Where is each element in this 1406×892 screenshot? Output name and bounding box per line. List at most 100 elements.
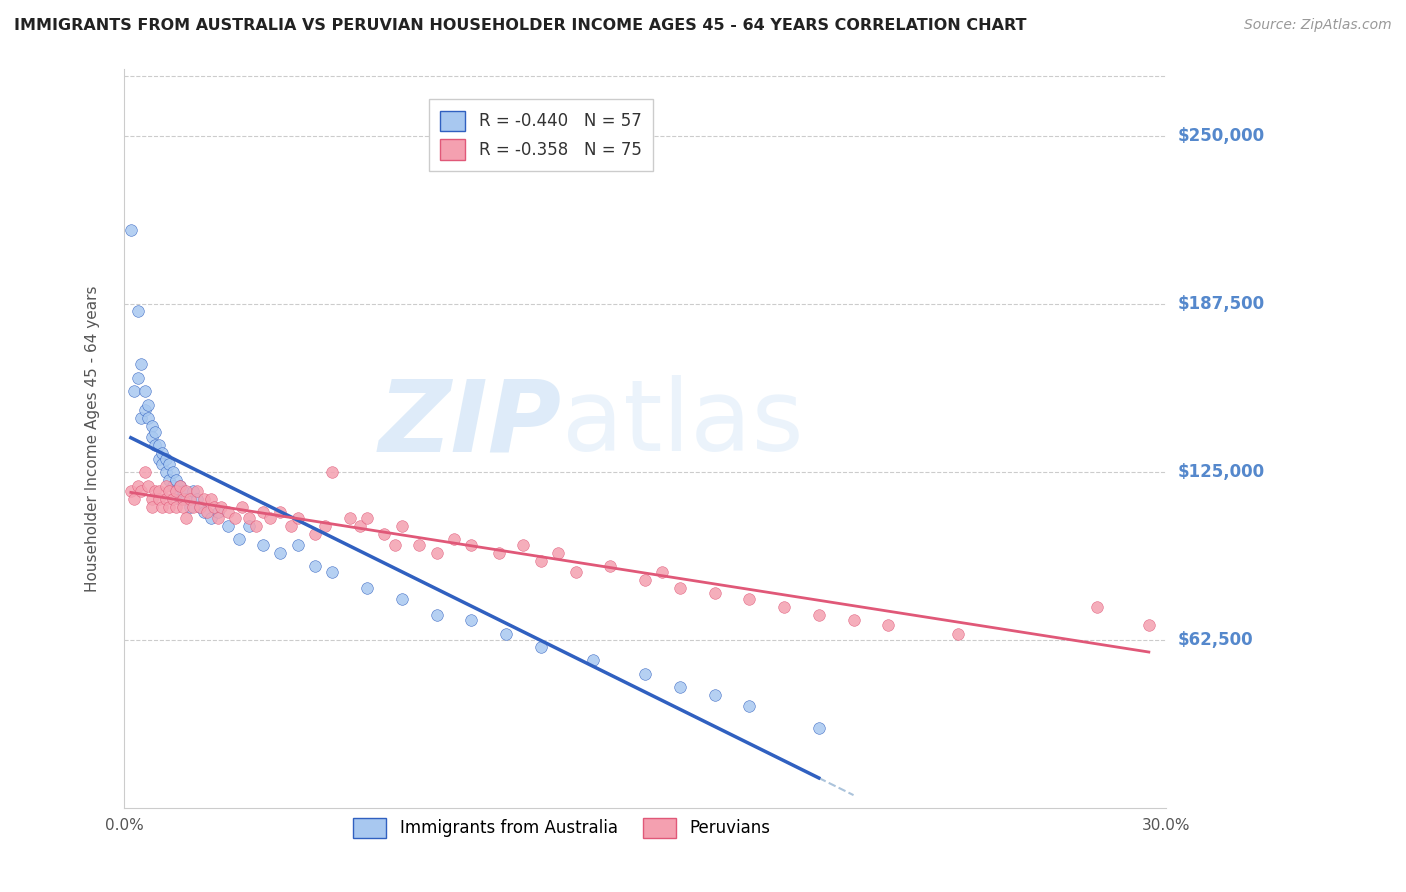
Point bbox=[195, 506, 218, 520]
Point bbox=[183, 500, 205, 514]
Text: IMMIGRANTS FROM AUSTRALIA VS PERUVIAN HOUSEHOLDER INCOME AGES 45 - 64 YEARS CORR: IMMIGRANTS FROM AUSTRALIA VS PERUVIAN HO… bbox=[14, 18, 1026, 33]
Point bbox=[269, 546, 291, 560]
Point bbox=[193, 491, 215, 506]
Point bbox=[162, 478, 184, 492]
Point bbox=[169, 478, 191, 492]
Point bbox=[217, 506, 239, 520]
Legend: Immigrants from Australia, Peruvians: Immigrants from Australia, Peruvians bbox=[346, 811, 778, 845]
Point bbox=[634, 667, 657, 681]
Point bbox=[269, 506, 291, 520]
Point bbox=[946, 626, 969, 640]
Text: ZIP: ZIP bbox=[378, 376, 561, 472]
Point bbox=[150, 446, 173, 460]
Point bbox=[582, 653, 605, 667]
Point bbox=[460, 613, 482, 627]
Point bbox=[252, 506, 274, 520]
Point bbox=[134, 403, 156, 417]
Point bbox=[384, 538, 406, 552]
Point bbox=[176, 483, 198, 498]
Point bbox=[127, 478, 149, 492]
Point bbox=[172, 500, 194, 514]
Point bbox=[738, 699, 761, 714]
Point bbox=[143, 483, 166, 498]
Point bbox=[547, 546, 569, 560]
Point bbox=[339, 511, 361, 525]
Point bbox=[231, 500, 253, 514]
Text: $62,500: $62,500 bbox=[1177, 632, 1253, 649]
Point bbox=[129, 358, 152, 372]
Point bbox=[176, 511, 198, 525]
Point bbox=[314, 519, 336, 533]
Point bbox=[807, 607, 830, 622]
Point bbox=[564, 565, 586, 579]
Point bbox=[141, 419, 163, 434]
Point bbox=[120, 483, 142, 498]
Point bbox=[155, 465, 177, 479]
Point bbox=[127, 371, 149, 385]
Point bbox=[488, 546, 510, 560]
Point bbox=[512, 538, 534, 552]
Point bbox=[186, 483, 208, 498]
Text: $125,000: $125,000 bbox=[1177, 463, 1264, 481]
Point bbox=[703, 689, 725, 703]
Point bbox=[280, 519, 302, 533]
Point bbox=[124, 491, 146, 506]
Point bbox=[634, 573, 657, 587]
Point bbox=[738, 591, 761, 606]
Point bbox=[304, 527, 326, 541]
Point bbox=[169, 491, 191, 506]
Point bbox=[356, 581, 378, 595]
Point bbox=[148, 451, 170, 466]
Point bbox=[165, 473, 187, 487]
Point bbox=[391, 519, 413, 533]
Text: $250,000: $250,000 bbox=[1177, 127, 1264, 145]
Point bbox=[155, 491, 177, 506]
Point bbox=[183, 483, 205, 498]
Point bbox=[426, 607, 449, 622]
Point bbox=[321, 565, 343, 579]
Point bbox=[134, 465, 156, 479]
Text: atlas: atlas bbox=[561, 376, 803, 472]
Point bbox=[157, 500, 180, 514]
Point bbox=[157, 473, 180, 487]
Point bbox=[703, 586, 725, 600]
Point bbox=[162, 465, 184, 479]
Point bbox=[495, 626, 517, 640]
Point bbox=[245, 519, 267, 533]
Point bbox=[148, 438, 170, 452]
Point bbox=[165, 483, 187, 498]
Point bbox=[193, 506, 215, 520]
Point bbox=[408, 538, 430, 552]
Point bbox=[877, 618, 900, 632]
Point bbox=[1137, 618, 1160, 632]
Point bbox=[129, 411, 152, 425]
Point bbox=[287, 511, 309, 525]
Point bbox=[238, 519, 260, 533]
Point bbox=[124, 384, 146, 399]
Point bbox=[373, 527, 395, 541]
Point bbox=[143, 438, 166, 452]
Point bbox=[200, 491, 222, 506]
Point bbox=[169, 478, 191, 492]
Point bbox=[165, 500, 187, 514]
Point bbox=[321, 465, 343, 479]
Point bbox=[224, 511, 246, 525]
Point bbox=[155, 478, 177, 492]
Point bbox=[141, 491, 163, 506]
Point bbox=[150, 500, 173, 514]
Point bbox=[136, 478, 159, 492]
Point bbox=[141, 430, 163, 444]
Text: Source: ZipAtlas.com: Source: ZipAtlas.com bbox=[1244, 18, 1392, 32]
Point bbox=[148, 491, 170, 506]
Point bbox=[530, 554, 553, 568]
Point bbox=[129, 483, 152, 498]
Point bbox=[200, 511, 222, 525]
Point bbox=[651, 565, 673, 579]
Point bbox=[207, 511, 229, 525]
Point bbox=[188, 500, 211, 514]
Point bbox=[136, 398, 159, 412]
Point bbox=[179, 491, 201, 506]
Point bbox=[155, 451, 177, 466]
Point bbox=[669, 581, 692, 595]
Point bbox=[202, 500, 225, 514]
